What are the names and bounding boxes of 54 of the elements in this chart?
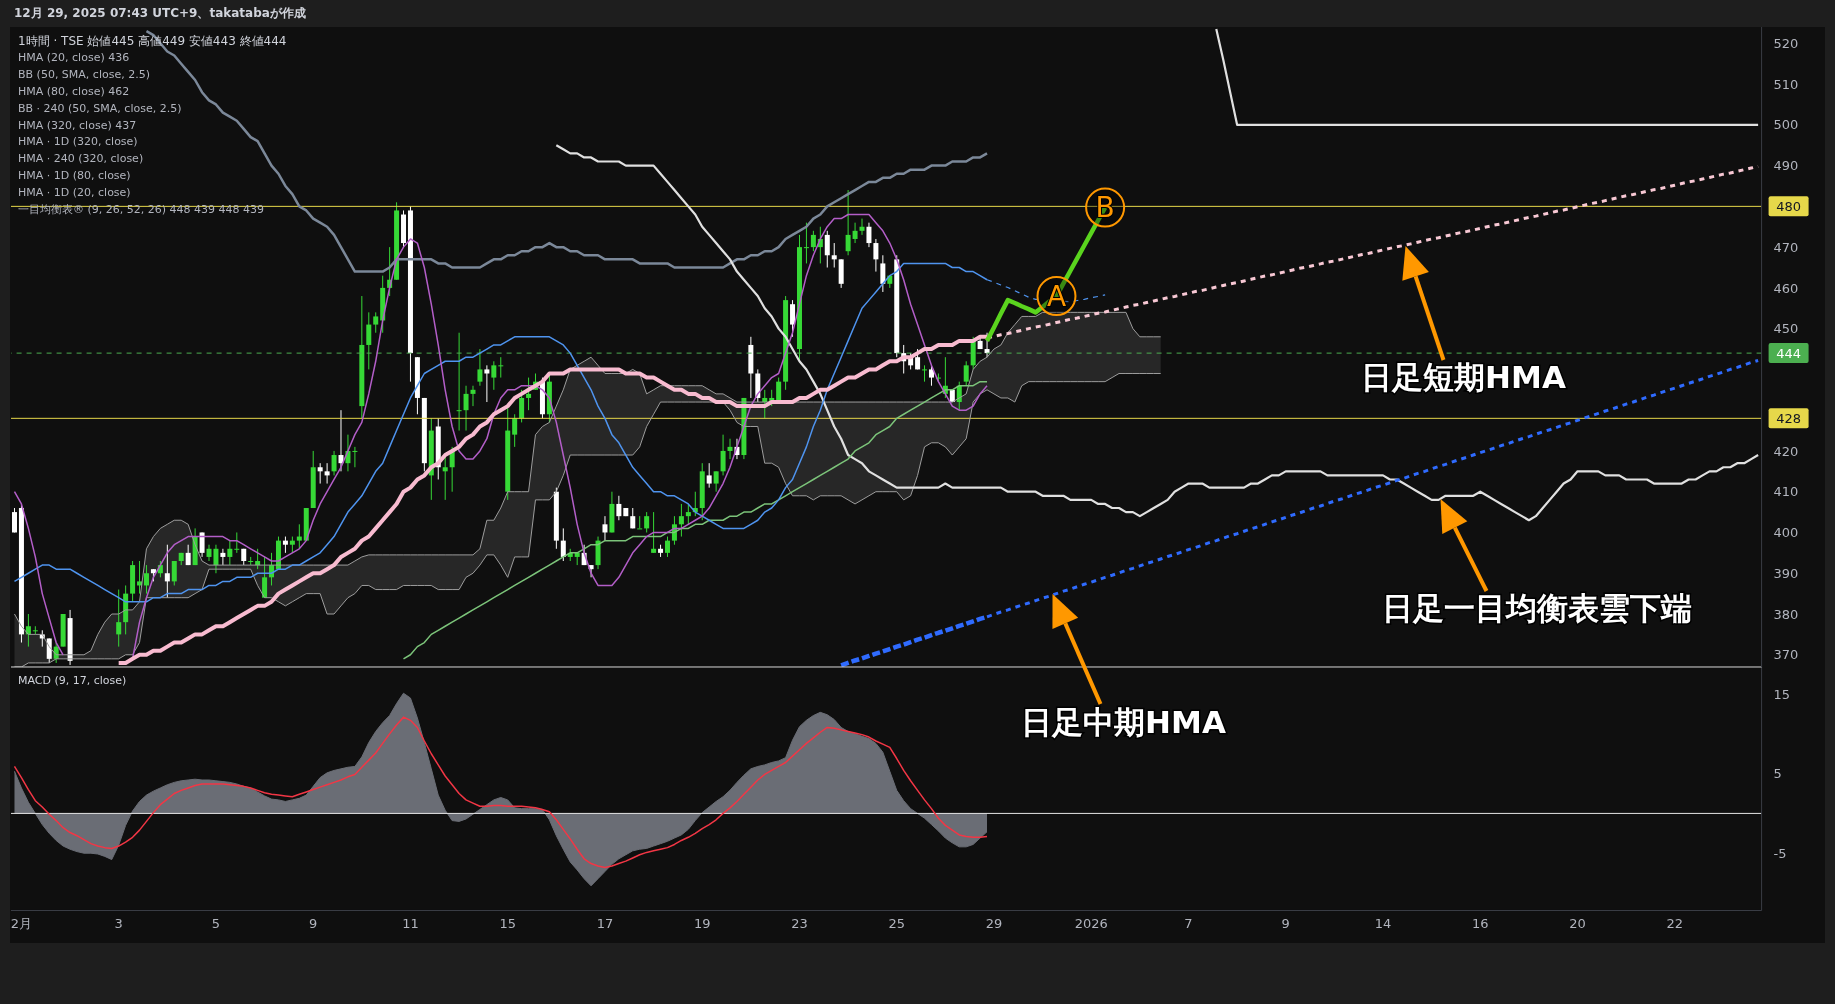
text: MACD (9, 17, close) [18, 673, 127, 689]
y-tick-label: 450 [1773, 321, 1798, 337]
y-tick-label: 520 [1773, 35, 1798, 51]
data-label: A [1046, 279, 1066, 313]
x-tick-label: 20 [1568, 915, 1586, 931]
x-tick-label: 16 [1471, 915, 1489, 931]
x-tick-label: 25 [887, 915, 905, 931]
x-tick-label: 19 [693, 915, 710, 931]
ref-line-label: 480 [1775, 198, 1801, 214]
y-tick-label: 380 [1773, 606, 1798, 622]
y-tick-label: 420 [1773, 443, 1798, 459]
ref-line-label: 444 [1775, 345, 1801, 361]
y-tick-label: 490 [1773, 158, 1798, 174]
annotation: 一目均衡表® (9, 26, 52, 26) 448 439 448 439 [18, 202, 266, 219]
y-tick-label: 370 [1773, 647, 1798, 663]
y-tick-label: 510 [1773, 76, 1798, 92]
x-tick-label: 15 [498, 915, 516, 931]
x-tick-label: 14 [1374, 915, 1391, 931]
y-tick-label: 15 [1773, 686, 1790, 702]
x-tick-label: 7 [1183, 915, 1193, 931]
x-tick-label: 9 [1281, 915, 1290, 931]
x-tick-label: 11 [401, 915, 419, 931]
y-tick-label: 460 [1773, 280, 1798, 296]
annotation: 日足中期HMA [1020, 704, 1226, 740]
x-tick-label: 2026 [1074, 915, 1108, 931]
x-tick-label: 17 [596, 915, 613, 931]
x-tick-label: 3 [114, 915, 123, 931]
annotation: HMA · 1D (80, close) [18, 168, 132, 185]
y-tick-label: -5 [1773, 845, 1787, 861]
data-label: B [1095, 191, 1115, 225]
x-tick-label: 9 [308, 915, 317, 931]
x-tick-label: 22 [1665, 915, 1683, 931]
annotation: BB (50, SMA, close, 2.5) [18, 66, 151, 83]
annotation: HMA (20, close) 436 [18, 49, 131, 66]
y-tick-label: 410 [1773, 484, 1798, 500]
annotation: HMA · 1D (320, close) [18, 134, 139, 151]
annotation: 日足一目均衡表雲下端 [1381, 590, 1691, 626]
y-tick-label: 5 [1773, 766, 1782, 782]
text: 12月 29, 2025 07:43 UTC+9、takatabaが作成 [14, 5, 306, 21]
annotation: HMA · 240 (320, close) [18, 151, 145, 168]
annotation: 日足短期HMA [1360, 359, 1566, 395]
annotation: BB · 240 (50, SMA, close, 2.5) [18, 100, 183, 117]
x-tick-label: 29 [985, 915, 1002, 931]
annotation: HMA (320, close) 437 [18, 117, 138, 134]
annotation: HMA (80, close) 462 [18, 83, 131, 100]
x-tick-label: 2月 [10, 915, 32, 931]
y-tick-label: 470 [1773, 239, 1798, 255]
ref-line-label: 428 [1775, 410, 1801, 426]
y-tick-label: 390 [1773, 565, 1798, 581]
y-tick-label: 500 [1773, 117, 1798, 133]
x-tick-label: 5 [211, 915, 220, 931]
y-tick-label: 400 [1773, 525, 1798, 541]
annotation: HMA · 1D (20, close) [18, 185, 132, 202]
x-tick-label: 23 [790, 915, 808, 931]
